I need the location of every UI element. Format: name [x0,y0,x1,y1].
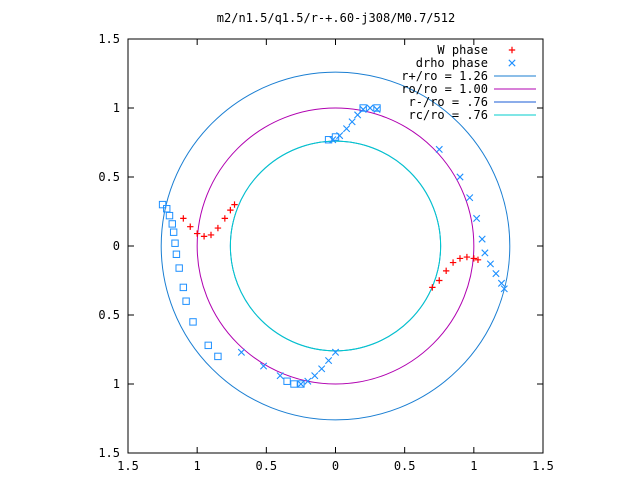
legend-swatch [508,59,516,67]
data-point [497,279,506,287]
circle-r-ro-76 [229,140,442,352]
data-point [182,297,190,305]
data-point [342,125,351,133]
legend-label: r+/ro = 1.26 [401,69,488,83]
data-point [311,372,319,380]
data-point [348,118,356,126]
data-point [470,255,478,262]
data-point [359,104,367,112]
legend-label: ro/ro = 1.00 [401,82,488,96]
y-tick-label: 1.5 [98,32,120,46]
data-point [189,318,197,326]
data-point [474,256,482,263]
data-point [456,173,464,181]
data-point [449,259,457,266]
data-point [214,352,222,361]
y-tick-label: 1 [113,101,120,115]
x-tick-label: 0.5 [255,459,277,473]
circle-ro-ro-1-00 [196,107,475,385]
x-tick-label: 1.5 [117,459,139,473]
data-point [331,133,340,141]
data-point [456,255,464,262]
data-point [214,224,222,232]
y-tick-label: 0.5 [98,170,120,184]
y-tick-label: 0 [113,239,120,253]
data-point [478,235,486,243]
data-point [165,211,174,220]
data-point [463,253,471,261]
legend-swatch [508,46,516,54]
data-series [158,104,508,388]
data-point [442,267,450,275]
data-point [486,260,495,268]
data-point [221,215,229,222]
data-point [204,341,212,350]
data-point [283,377,291,385]
legend-label: W phase [437,43,488,57]
plot-axes: 1.5 1 0.5 0 0.5 1 1.51.510.500.511.5 [98,32,554,473]
legend-label: drho phase [416,56,488,70]
series-drho-phase-squares- [158,104,381,388]
data-point [318,365,326,373]
y-tick-label: 1.5 [98,446,120,460]
x-tick-label: 0.5 [394,459,416,473]
data-point [304,377,312,385]
data-point [429,284,436,291]
data-point [481,249,489,257]
legend-label: rc/ro = .76 [409,108,488,122]
data-point [473,214,481,222]
data-point [466,194,474,202]
data-point [373,104,381,112]
circle-rc-ro-76 [229,140,442,352]
reference-circles [160,71,511,421]
data-point [163,205,171,213]
data-point [324,136,333,144]
data-point [207,231,215,239]
data-point [172,250,181,258]
data-point [187,223,194,230]
data-point [276,372,284,380]
data-point [259,362,268,370]
data-point [179,283,188,292]
data-point [290,380,298,388]
chart-title: m2/n1.5/q1.5/r-+.60-j308/M0.7/512 [217,11,455,25]
series-drho-phase [237,104,508,388]
data-point [324,356,333,365]
y-tick-label: 0.5 [98,308,120,322]
circle-r-ro-1-26 [160,71,511,421]
data-point [435,145,443,153]
data-point [158,200,167,209]
data-point [171,239,179,247]
data-point [200,233,208,240]
data-point [168,220,176,228]
data-point [227,206,234,214]
data-point [297,380,305,388]
series-w-phase [180,201,482,291]
x-tick-label: 1 [470,459,477,473]
x-tick-label: 1.5 [532,459,554,473]
data-point [231,201,238,208]
data-point [331,348,340,356]
data-point [237,348,246,356]
x-tick-label: 0 [332,459,339,473]
data-point [175,264,183,272]
legend-label: r-/ro = .76 [409,95,488,109]
data-point [169,228,178,236]
data-point [492,270,500,278]
y-tick-label: 1 [113,377,120,391]
data-point [436,277,443,284]
data-point [500,285,508,293]
x-tick-label: 1 [194,459,201,473]
data-point [180,215,187,222]
data-point [297,380,305,388]
data-point [354,111,362,119]
data-point [193,230,201,237]
data-point [366,104,374,112]
